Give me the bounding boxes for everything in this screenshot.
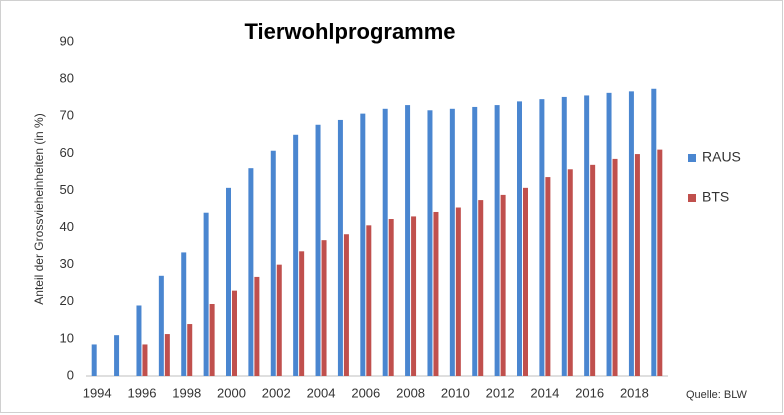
- bar: [606, 92, 612, 376]
- bar: [455, 207, 461, 376]
- bar: [651, 88, 657, 376]
- y-tick-label: 0: [67, 367, 74, 382]
- bar: [561, 96, 567, 377]
- bar: [142, 344, 148, 376]
- bar: [203, 212, 209, 376]
- x-tick-label: 2018: [620, 385, 649, 400]
- bar: [91, 344, 97, 376]
- bar: [449, 108, 455, 377]
- x-tick-label: 2008: [396, 385, 425, 400]
- y-tick-label: 90: [60, 33, 74, 48]
- bar: [187, 324, 193, 376]
- bar: [158, 275, 164, 376]
- y-tick-label: 10: [60, 330, 74, 345]
- bar: [136, 305, 142, 376]
- x-tick-label: 2002: [262, 385, 291, 400]
- bar: [164, 334, 170, 376]
- legend-label: BTS: [702, 189, 729, 205]
- bar: [226, 187, 231, 376]
- bar: [523, 187, 528, 376]
- x-tick-label: 2012: [486, 385, 515, 400]
- bar: [343, 234, 349, 376]
- bar: [539, 99, 545, 376]
- bar: [405, 105, 411, 376]
- bar: [634, 154, 640, 376]
- x-tick-label: 2006: [351, 385, 380, 400]
- y-tick-label: 30: [60, 256, 74, 271]
- x-tick-label: 1996: [128, 385, 157, 400]
- x-tick-label: 2016: [575, 385, 604, 400]
- x-tick-label: 2000: [217, 385, 246, 400]
- bar: [315, 124, 321, 376]
- source: Quelle: BLW: [686, 389, 748, 401]
- bar: [276, 264, 282, 376]
- bar: [472, 106, 478, 376]
- bar: [114, 335, 120, 376]
- bar: [628, 91, 634, 376]
- bar: [657, 149, 663, 376]
- bar: [321, 240, 327, 376]
- bar: [232, 290, 237, 376]
- bar: [181, 252, 187, 376]
- bar: [427, 110, 433, 376]
- y-tick-label: 60: [60, 145, 74, 160]
- y-tick-label: 80: [60, 71, 74, 86]
- legend-swatch: [688, 154, 696, 162]
- bar: [388, 219, 394, 376]
- bar: [248, 168, 254, 376]
- bar: [254, 276, 260, 376]
- bar: [337, 119, 343, 376]
- x-tick-label: 1998: [172, 385, 201, 400]
- bar: [567, 169, 573, 376]
- legend-label: RAUS: [702, 149, 741, 165]
- y-tick-label: 50: [60, 182, 74, 197]
- bar: [360, 113, 366, 376]
- bar: [411, 216, 417, 376]
- bar: [382, 108, 388, 377]
- bar: [517, 101, 522, 376]
- bar: [293, 134, 299, 376]
- y-axis-label: Anteil der Grossvieheinheiten (in %): [32, 113, 46, 304]
- bar: [433, 211, 439, 376]
- bar: [478, 200, 484, 376]
- x-tick-label: 1994: [83, 385, 112, 400]
- bar: [494, 105, 500, 376]
- y-tick-label: 40: [60, 219, 74, 234]
- bar: [299, 251, 305, 376]
- legend-swatch: [688, 194, 696, 202]
- y-tick-label: 20: [60, 293, 74, 308]
- bar: [590, 164, 596, 376]
- x-tick-label: 2004: [307, 385, 336, 400]
- bar: [545, 177, 551, 376]
- bar: [270, 150, 276, 376]
- chart-title: Tierwohlprogramme: [244, 19, 455, 44]
- bar: [366, 225, 372, 376]
- bar: [612, 158, 618, 376]
- bar: [500, 194, 506, 376]
- bar: [584, 95, 590, 376]
- x-tick-label: 2014: [530, 385, 559, 400]
- bar: [209, 304, 215, 376]
- y-tick-label: 70: [60, 108, 74, 123]
- x-tick-label: 2010: [441, 385, 470, 400]
